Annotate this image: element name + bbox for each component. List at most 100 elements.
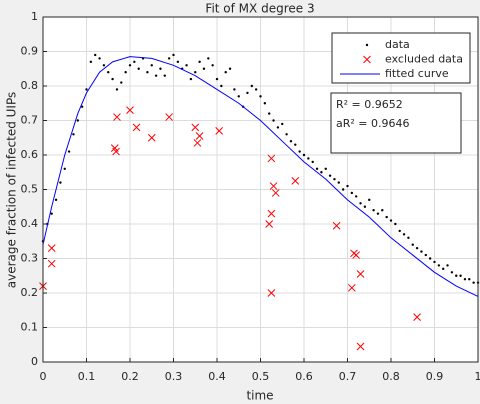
data-point bbox=[459, 274, 462, 277]
data-point bbox=[224, 71, 227, 74]
data-point bbox=[402, 233, 406, 236]
excluded-point bbox=[147, 133, 156, 142]
excluded-point bbox=[132, 123, 141, 132]
ticks: 0 0.1 0.2 0.3 0.4 0.5 0.6 0.7 0.8 0.9 1 0 0.1 0.2 0.3 0… bbox=[21, 10, 480, 383]
y-tick-label: 0 bbox=[31, 355, 38, 368]
excluded-point bbox=[267, 289, 276, 297]
data-point bbox=[54, 198, 58, 202]
data-point bbox=[359, 202, 362, 205]
data-point bbox=[298, 150, 301, 153]
excluded-point bbox=[352, 251, 361, 259]
x-tick-label: 0.1 bbox=[78, 370, 96, 383]
data-point bbox=[189, 77, 193, 81]
data-point bbox=[98, 57, 101, 60]
data-point bbox=[246, 91, 249, 95]
excluded-point bbox=[113, 113, 121, 121]
legend-symbol bbox=[365, 43, 369, 47]
annotation-text: aR² = 0.9646 bbox=[336, 117, 410, 130]
data-point bbox=[455, 274, 458, 277]
data-point bbox=[215, 77, 219, 81]
data-point bbox=[154, 74, 158, 77]
y-tick-label: 0.7 bbox=[21, 114, 39, 127]
data-point bbox=[407, 236, 410, 239]
data-point bbox=[185, 64, 188, 67]
data-point bbox=[472, 281, 475, 284]
excluded-point bbox=[195, 132, 204, 140]
annotation-box bbox=[330, 92, 462, 154]
data-point bbox=[259, 95, 262, 98]
x-tick-label: 0.6 bbox=[295, 370, 313, 383]
data-point bbox=[102, 64, 106, 67]
data-point bbox=[211, 64, 214, 67]
data-point bbox=[446, 264, 449, 267]
data-point bbox=[159, 67, 162, 70]
data-point bbox=[167, 57, 171, 60]
y-tick-label: 0.8 bbox=[21, 79, 39, 92]
data-point bbox=[133, 60, 136, 64]
data-point bbox=[281, 122, 284, 126]
data-point bbox=[398, 229, 401, 233]
data-point bbox=[420, 250, 423, 253]
data-point bbox=[468, 278, 471, 281]
excluded-point bbox=[271, 189, 280, 197]
data-point bbox=[307, 157, 310, 160]
annotation: R² = 0.9652 aR² = 0.9646 bbox=[330, 92, 462, 154]
excluded-point bbox=[267, 209, 276, 218]
excluded-point bbox=[47, 244, 56, 253]
data-point bbox=[394, 222, 397, 226]
y-tick-label: 0.1 bbox=[21, 321, 39, 334]
y-tick-label: 0.5 bbox=[21, 183, 39, 196]
excluded-point bbox=[193, 139, 202, 147]
data-point bbox=[89, 60, 93, 64]
excluded-point bbox=[347, 283, 356, 292]
data-point bbox=[463, 278, 467, 281]
excluded-point bbox=[332, 221, 341, 230]
data-point bbox=[268, 112, 271, 115]
y-tick-label: 0.2 bbox=[21, 286, 39, 299]
data-point bbox=[272, 119, 275, 122]
data-point bbox=[372, 209, 375, 212]
data-point bbox=[368, 198, 371, 202]
data-point bbox=[328, 174, 332, 177]
excluded-point bbox=[291, 177, 300, 185]
data-point bbox=[315, 167, 319, 170]
data-point bbox=[111, 77, 114, 81]
excluded-point bbox=[47, 259, 56, 268]
data-point bbox=[433, 260, 436, 264]
excluded-point bbox=[267, 154, 276, 163]
data-point bbox=[294, 143, 297, 146]
data-point bbox=[376, 212, 380, 215]
data-point bbox=[72, 133, 75, 136]
legend-label: data bbox=[385, 38, 410, 51]
data-point bbox=[250, 84, 253, 88]
data-point bbox=[80, 105, 84, 108]
excluded-point bbox=[215, 126, 224, 135]
data-point bbox=[163, 74, 166, 77]
excluded-point bbox=[269, 182, 278, 190]
data-point bbox=[50, 212, 53, 215]
data-point bbox=[276, 126, 280, 129]
annotation-text: R² = 0.9652 bbox=[336, 98, 403, 111]
data-point bbox=[120, 81, 123, 84]
data-point bbox=[76, 119, 80, 122]
x-tick-label: 0.7 bbox=[339, 370, 357, 383]
data-point bbox=[107, 71, 110, 74]
data-point bbox=[437, 264, 441, 267]
y-tick-label: 0.3 bbox=[21, 252, 39, 265]
excluded-point bbox=[112, 147, 120, 156]
data-point bbox=[146, 71, 149, 74]
excluded-point bbox=[165, 113, 174, 121]
marks bbox=[39, 53, 480, 351]
data-point bbox=[254, 88, 258, 91]
data-point bbox=[341, 188, 345, 191]
data-point bbox=[172, 53, 175, 57]
data-point bbox=[67, 150, 71, 153]
data-point bbox=[207, 57, 210, 60]
data-point bbox=[428, 257, 432, 260]
data-point bbox=[337, 181, 340, 184]
y-tick-label: 0.6 bbox=[21, 148, 39, 161]
x-tick-label: 0.8 bbox=[382, 370, 400, 383]
data-point bbox=[94, 53, 97, 57]
